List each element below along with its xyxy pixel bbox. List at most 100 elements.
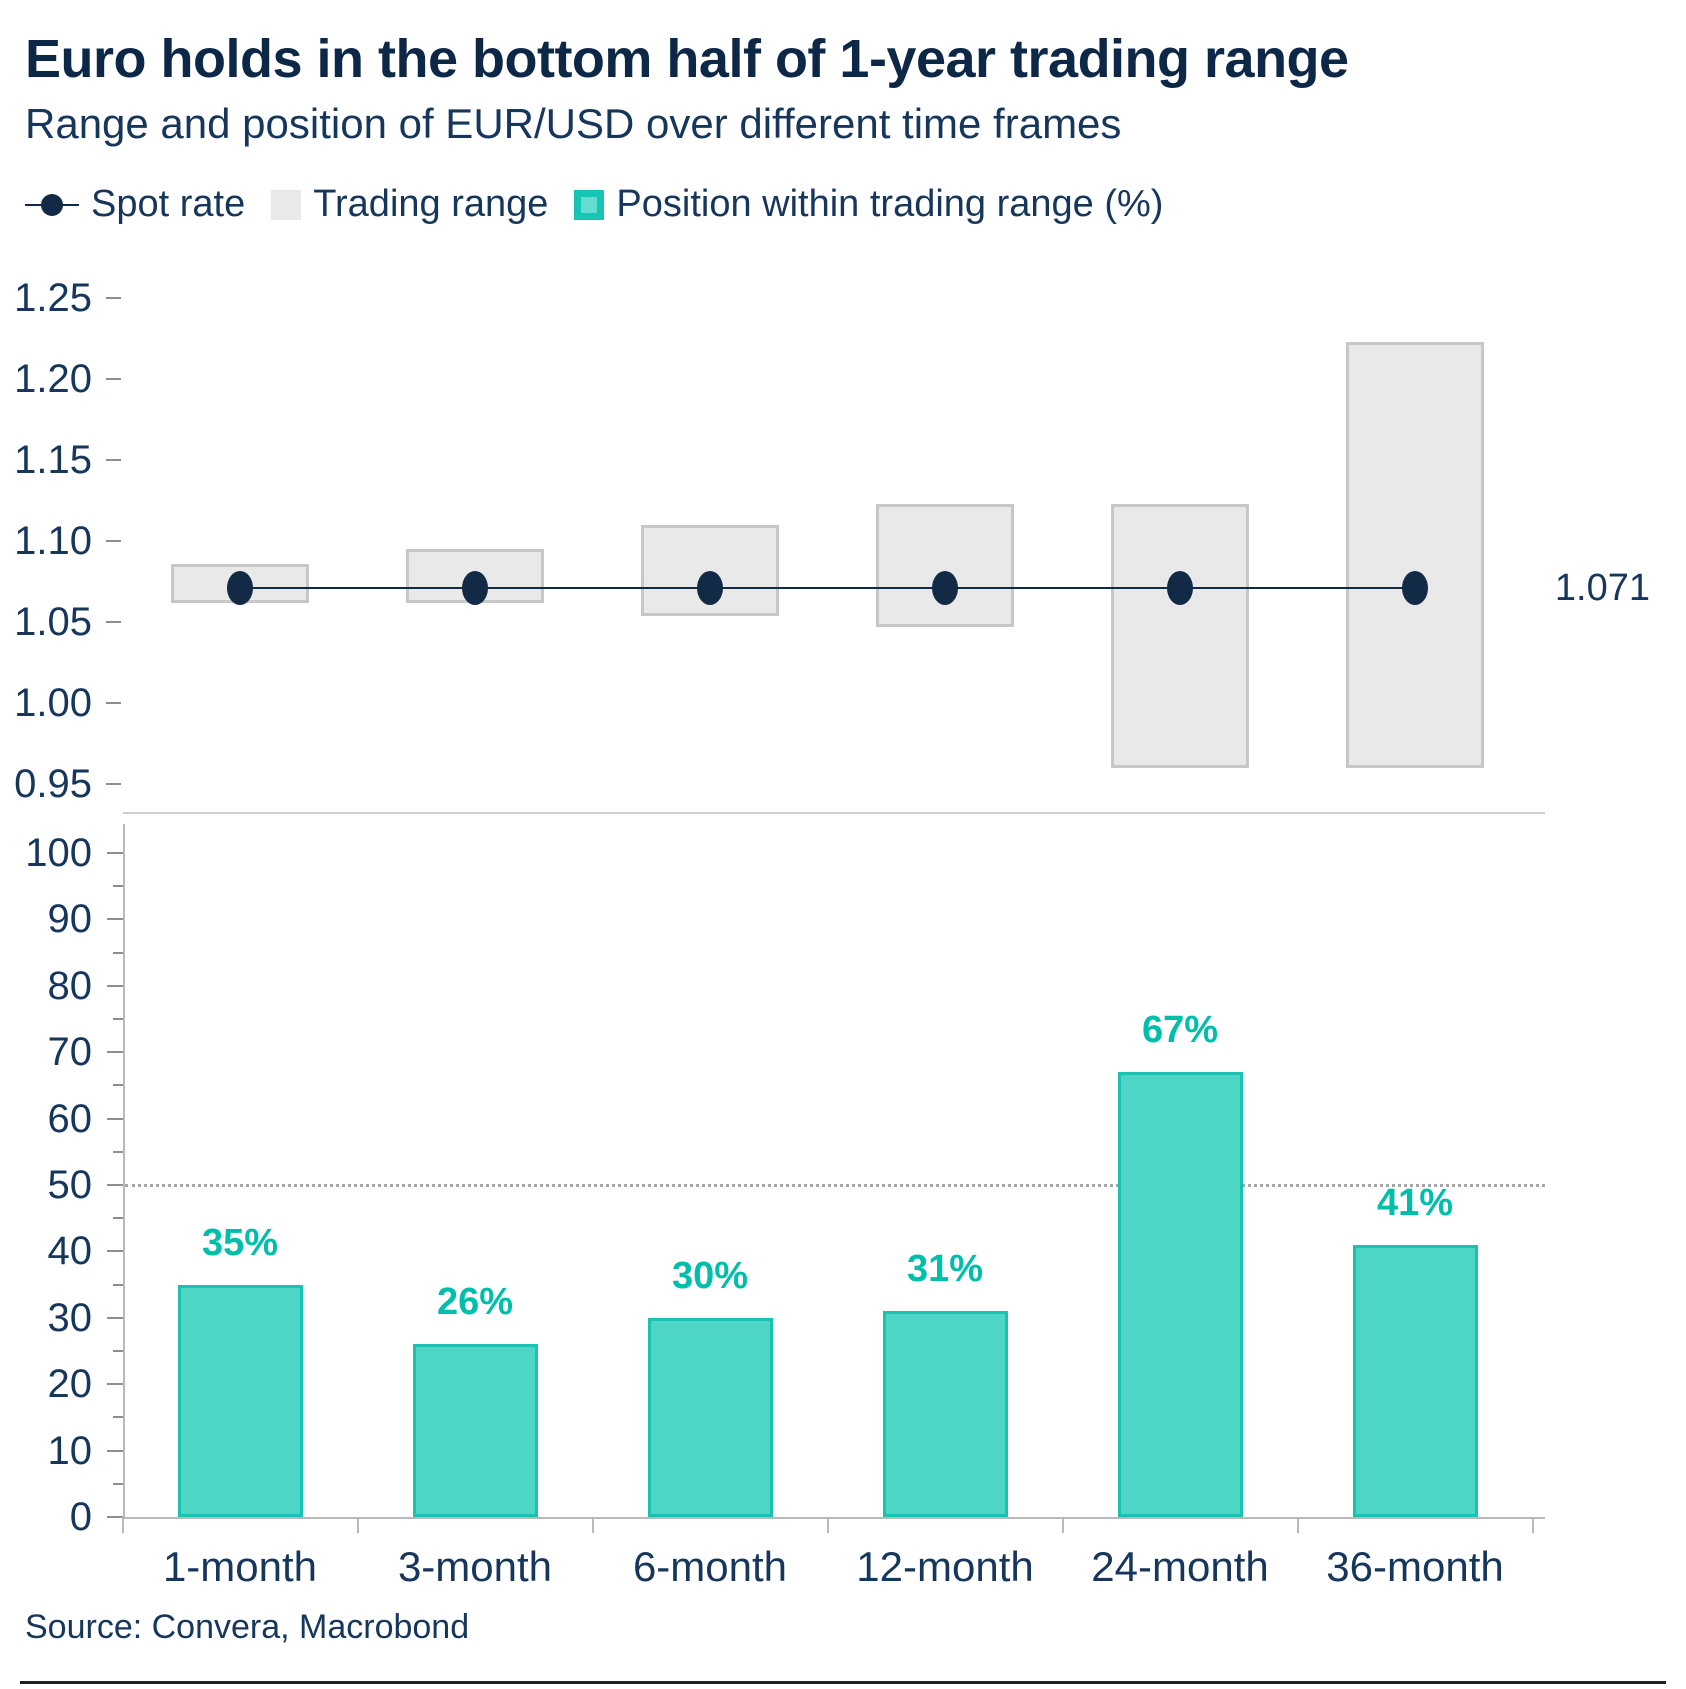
ytick-mark (107, 1051, 123, 1054)
ytick-minor-mark (113, 1283, 123, 1286)
panel-separator (123, 812, 1545, 814)
ytick-label: 90 (47, 897, 93, 942)
ytick-mark (107, 852, 123, 854)
bar-value-label: 41% (1376, 1181, 1454, 1224)
spot-rate-marker-icon (25, 188, 79, 222)
ytick-minor-mark (113, 885, 123, 888)
x-axis-tick (1532, 1517, 1534, 1533)
bar-value-label: 67% (1141, 1009, 1219, 1052)
ytick-mark (106, 783, 121, 785)
x-category-label: 12-month (856, 1543, 1034, 1590)
ytick-mark (107, 984, 123, 987)
legend-label-spot-rate: Spot rate (91, 183, 246, 225)
ytick-mark (107, 1449, 123, 1452)
ytick-mark (107, 1117, 123, 1120)
spot-rate-dot (932, 570, 958, 605)
x-axis-tick (1062, 1517, 1064, 1533)
x-axis-line (123, 1517, 1545, 1519)
legend-item-position: Position within trading range (%) (574, 183, 1163, 226)
ytick-label: 100 (25, 831, 92, 875)
ytick-label: 1.00 (14, 681, 92, 725)
ytick-label: 1.10 (14, 519, 92, 563)
bar-value-label: 26% (436, 1281, 514, 1324)
x-axis-tick (827, 1517, 829, 1533)
ytick-minor-mark (113, 1416, 123, 1419)
ytick-minor-mark (113, 1018, 123, 1020)
position-bar (648, 1317, 773, 1517)
ytick-mark (106, 702, 121, 704)
y-axis-line (123, 824, 125, 1519)
trading-range-bar (1111, 503, 1249, 768)
bar-value-label: 35% (201, 1221, 279, 1264)
ytick-label: 1.15 (14, 438, 92, 482)
x-axis-tick (1297, 1517, 1299, 1533)
ytick-mark (107, 1250, 123, 1253)
position-marker-icon (574, 189, 605, 220)
ytick-label: 60 (47, 1096, 93, 1141)
bar-value-label: 31% (906, 1248, 984, 1291)
bar-value-label: 30% (671, 1254, 749, 1297)
ytick-mark (107, 1516, 123, 1518)
ytick-mark (106, 378, 121, 380)
ytick-label: 70 (47, 1030, 93, 1075)
ytick-label: 1.20 (14, 357, 92, 401)
reference-line-50 (125, 1184, 1545, 1187)
ytick-label: 80 (47, 963, 93, 1008)
x-axis-tick (357, 1517, 359, 1533)
legend-item-trading-range: Trading range (271, 183, 548, 226)
ytick-label: 20 (47, 1362, 93, 1407)
ytick-label: 1.05 (14, 600, 92, 644)
ytick-mark (106, 459, 121, 461)
ytick-label: 10 (47, 1428, 93, 1473)
chart-subtitle: Range and position of EUR/USD over diffe… (25, 100, 1122, 147)
ytick-label: 30 (47, 1295, 93, 1340)
ytick-label: 0 (69, 1495, 92, 1539)
ytick-minor-mark (113, 951, 123, 954)
ytick-minor-mark (113, 1084, 123, 1087)
ytick-minor-mark (113, 1217, 123, 1220)
position-bar (1353, 1244, 1478, 1517)
x-axis-tick (122, 1517, 124, 1533)
spot-rate-dot (227, 570, 253, 605)
spot-rate-dot (1402, 570, 1428, 605)
ytick-label: 0.95 (14, 762, 92, 806)
trading-range-bar (876, 503, 1014, 627)
trading-range-marker-icon (271, 189, 302, 220)
position-bar (413, 1344, 538, 1517)
source-note: Source: Convera, Macrobond (25, 1608, 470, 1646)
ytick-minor-mark (113, 1150, 123, 1153)
spot-rate-value-label: 1.071 (1554, 566, 1650, 609)
chart-title: Euro holds in the bottom half of 1-year … (25, 29, 1349, 89)
x-category-label: 36-month (1326, 1543, 1504, 1590)
legend-label-position: Position within trading range (%) (616, 183, 1164, 225)
spot-rate-dot (697, 570, 723, 605)
legend-item-spot-rate: Spot rate (25, 183, 245, 226)
ytick-mark (107, 1316, 123, 1319)
spot-rate-dot (1167, 570, 1193, 605)
ytick-mark (106, 297, 121, 299)
position-bar (178, 1284, 303, 1517)
ytick-label: 50 (47, 1163, 93, 1207)
x-category-label: 1-month (162, 1543, 318, 1590)
position-bar (883, 1311, 1008, 1517)
ytick-mark (106, 540, 121, 542)
legend: Spot rate Trading range Position within … (25, 183, 1163, 226)
spot-rate-line (240, 586, 1415, 589)
ytick-label: 1.25 (14, 276, 92, 320)
ytick-mark (106, 621, 121, 623)
x-category-label: 24-month (1091, 1543, 1269, 1590)
ytick-minor-mark (113, 1482, 123, 1485)
legend-label-trading-range: Trading range (313, 183, 549, 225)
trading-range-bar (1346, 341, 1484, 768)
ytick-mark (107, 1383, 123, 1386)
spot-rate-dot (462, 570, 488, 605)
position-bar (1118, 1072, 1243, 1517)
ytick-label: 40 (47, 1229, 93, 1274)
x-category-label: 6-month (632, 1543, 788, 1590)
bottom-divider (20, 1681, 1666, 1684)
ytick-minor-mark (113, 1350, 123, 1352)
ytick-mark (107, 918, 123, 921)
ytick-mark (107, 1184, 123, 1186)
